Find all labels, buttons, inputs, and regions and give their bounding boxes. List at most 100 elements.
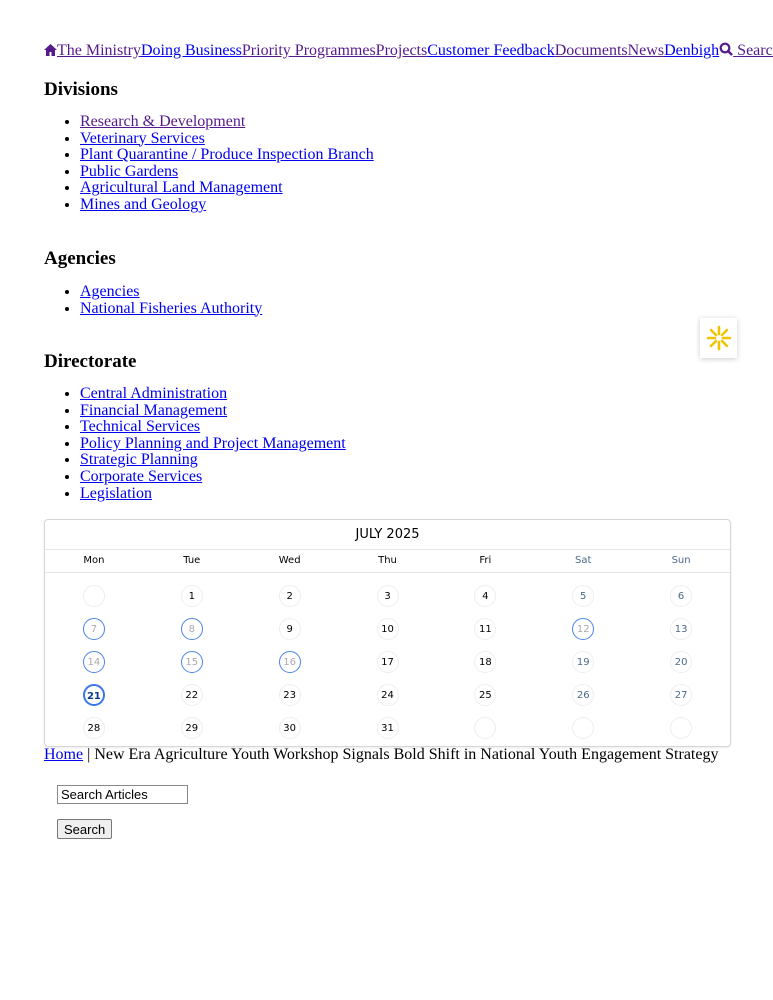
calendar-day[interactable]: 2 [278,585,301,607]
calendar-day[interactable]: 15 [180,651,203,673]
calendar-week: 7 8 9 10 11 12 13 [45,618,730,651]
nav-item-news[interactable]: News [628,42,664,59]
calendar-day[interactable]: 12 [572,618,595,640]
calendar-day[interactable]: 27 [670,684,693,706]
nav-item-doing-business[interactable]: Doing Business [141,42,242,59]
weekday-mon: Mon [83,555,105,566]
nav-item-label: Documents [554,42,628,59]
weekday-sun: Sun [671,555,691,566]
divisions-link[interactable]: Plant Quarantine / Produce Inspection Br… [80,146,374,164]
directorate-link[interactable]: Corporate Services [80,467,203,485]
nav-item-denbigh[interactable]: Denbigh [664,42,719,59]
calendar-week: 1 2 3 4 5 6 [45,585,730,618]
nav-item-label: The Ministry [57,42,141,59]
list-item: Plant Quarantine / Produce Inspection Br… [80,146,374,164]
divisions-link[interactable]: Agricultural Land Management [80,179,283,197]
nav-item-priority-programmes[interactable]: Priority Programmes [242,42,376,59]
calendar-day[interactable]: 20 [670,651,693,673]
directorate-link[interactable]: Financial Management [80,401,228,419]
agencies-list: AgenciesNational Fisheries Authority [44,283,263,318]
nav-item-label: Denbigh [664,42,720,59]
calendar-day[interactable]: 14 [82,651,105,673]
accessibility-widget-button[interactable] [700,318,737,358]
divisions-heading: Divisions [44,79,118,100]
calendar-day[interactable]: 5 [572,585,595,607]
calendar-day[interactable]: 11 [474,618,497,640]
calendar-empty-day [82,585,105,607]
list-item: Legislation [80,484,346,503]
directorate-link[interactable]: Policy Planning and Project Management [80,434,346,452]
directorate-heading: Directorate [44,351,137,372]
nav-item-documents[interactable]: Documents [555,42,628,59]
breadcrumb-separator: | [83,746,95,763]
calendar-day[interactable]: 1 [180,585,203,607]
calendar-empty-day [474,717,497,739]
divisions-link[interactable]: Public Gardens [80,162,179,180]
calendar-day[interactable]: 31 [376,717,399,739]
calendar-day[interactable]: 25 [474,684,497,706]
list-item: Corporate Services [80,467,346,486]
weekday-sat: Sat [575,555,592,566]
home-icon [44,44,57,56]
calendar-day[interactable]: 9 [278,618,301,640]
agencies-link[interactable]: National Fisheries Authority [80,299,263,317]
agencies-link[interactable]: Agencies [80,283,140,300]
search-articles-input[interactable] [57,785,188,804]
nav-item-label: Priority Programmes [241,42,376,59]
calendar-day[interactable]: 28 [82,717,105,739]
sparkle-icon [706,325,731,351]
weekday-fri: Fri [479,555,492,566]
calendar-day[interactable]: 13 [670,618,693,640]
search-button[interactable]: Search [57,819,113,839]
list-item: Public Gardens [80,162,374,181]
list-item: Mines and Geology [80,195,374,214]
calendar-day[interactable]: 3 [376,585,399,607]
directorate-link[interactable]: Legislation [80,484,152,502]
directorate-link[interactable]: Technical Services [80,418,201,436]
nav-item-label: News [627,42,665,59]
calendar-day[interactable]: 24 [376,684,399,706]
directorate-link[interactable]: Central Administration [80,385,228,402]
weekday-header: Mon Tue Wed Thu Fri Sat Sun [45,550,730,573]
divisions-link[interactable]: Mines and Geology [80,195,207,213]
directorate-list: Central AdministrationFinancial Manageme… [44,385,346,503]
divisions-link[interactable]: Veterinary Services [80,129,205,147]
list-item: Agricultural Land Management [80,180,374,197]
calendar-day[interactable]: 16 [278,651,301,673]
weekday-thu: Thu [378,555,397,566]
search-icon [719,42,734,56]
calendar-day[interactable]: 26 [572,684,595,706]
search-link[interactable]: Search [719,42,773,59]
search-label: Search [737,42,773,59]
list-item: Agencies [80,283,262,301]
calendar-day[interactable]: 6 [670,585,693,607]
nav-item-label: Customer Feedback [427,42,555,59]
calendar-day[interactable]: 30 [278,717,301,739]
calendar-month-title: JULY 2025 [45,520,730,550]
calendar-day[interactable]: 29 [180,717,203,739]
nav-item-customer-feedback[interactable]: Customer Feedback [427,42,555,59]
list-item: Strategic Planning [80,452,346,469]
calendar-day[interactable]: 21 [82,684,105,706]
calendar-empty-day [572,717,595,739]
calendar-day[interactable]: 23 [278,684,301,706]
agencies-heading: Agencies [44,248,116,269]
breadcrumb-home-link[interactable]: Home [44,746,84,763]
calendar-day[interactable]: 8 [180,618,203,640]
directorate-link[interactable]: Strategic Planning [80,451,198,469]
nav-item-the-ministry[interactable]: The Ministry [44,42,141,59]
calendar-day[interactable]: 18 [474,651,497,673]
calendar-day[interactable]: 10 [376,618,399,640]
calendar-day[interactable]: 22 [180,684,203,706]
calendar-day[interactable]: 7 [82,618,105,640]
calendar-week: 14 15 16 17 18 19 20 [45,651,730,684]
nav-item-projects[interactable]: Projects [376,42,428,59]
calendar-day[interactable]: 19 [572,651,595,673]
list-item: Central Administration [80,385,346,403]
calendar-day[interactable]: 4 [474,585,497,607]
divisions-link[interactable]: Research & Development [80,113,246,130]
breadcrumb-current: New Era Agriculture Youth Workshop Signa… [94,746,719,763]
list-item: National Fisheries Authority [80,299,263,318]
calendar-day[interactable]: 17 [376,651,399,673]
